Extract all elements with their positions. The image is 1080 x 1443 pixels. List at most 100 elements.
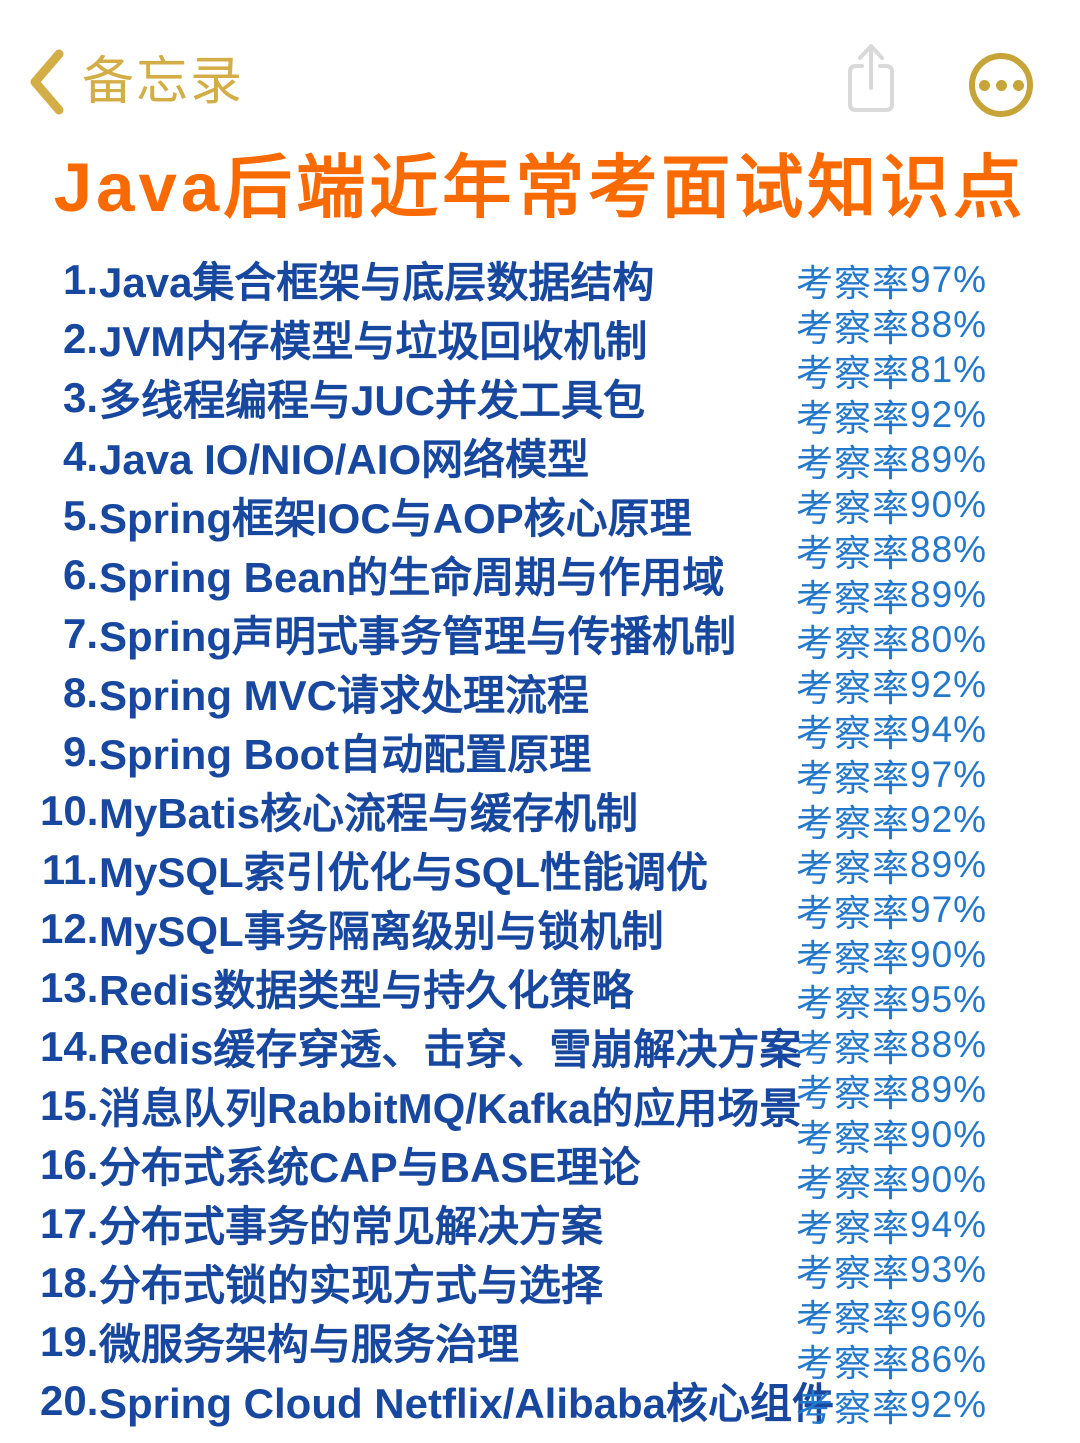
rates-list[interactable]: 考察率 97% 考察率 88% 考察率 81% 考察率 92% 考察率 89% 考察率 90… [796, 257, 988, 1429]
rate-label: 考察率 [796, 307, 910, 349]
topic-item: 19. 微服务架构与服务治理 [40, 1312, 834, 1371]
rate-label: 考察率 [796, 892, 910, 934]
topic-label: 分布式事务的常见解决方案 [99, 1203, 604, 1250]
topic-number: 11. [41, 845, 98, 893]
rate-item: 考察率 94% [796, 707, 988, 754]
rate-label: 考察率 [796, 1162, 910, 1204]
rate-item: 考察率 88% [796, 1022, 987, 1069]
topic-label: 微服务架构与服务治理 [99, 1321, 520, 1368]
rate-value: 80% [910, 618, 988, 660]
topic-item: 11. MySQL索引优化与SQL性能调优 [40, 840, 834, 899]
chevron-left-icon [30, 49, 64, 115]
topic-number: 14. [40, 1022, 99, 1070]
rate-value: 94% [910, 1203, 988, 1245]
topic-label: 分布式锁的实现方式与选择 [99, 1262, 604, 1309]
topic-item: 6. Spring Bean的生命周期与作用域 [40, 545, 834, 604]
rate-value: 97% [910, 753, 988, 795]
ellipsis-dot [1012, 79, 1024, 91]
topic-item: 3. 多线程编程与JUC并发工具包 [40, 368, 834, 427]
share-button[interactable] [843, 40, 899, 116]
topic-item: 16. 分布式系统CAP与BASE理论 [40, 1135, 834, 1194]
rate-item: 考察率 89% [796, 437, 988, 484]
rate-value: 92% [910, 393, 988, 435]
rate-label: 考察率 [796, 982, 910, 1024]
rate-label: 考察率 [796, 1297, 910, 1339]
topic-label: MySQL事务隔离级别与锁机制 [99, 908, 664, 955]
topic-label: Redis数据类型与持久化策略 [99, 967, 634, 1014]
rate-label: 考察率 [796, 802, 910, 844]
rate-item: 考察率 90% [796, 482, 988, 529]
topics-list[interactable]: 1. Java集合框架与底层数据结构 2. JVM内存模型与垃圾回收机制 3. … [40, 250, 834, 1430]
rate-value: 96% [910, 1293, 988, 1335]
topic-number: 16. [40, 1140, 99, 1188]
topic-label: 消息队列RabbitMQ/Kafka的应用场景 [99, 1085, 802, 1132]
rate-item: 考察率 92% [796, 662, 987, 709]
rate-item: 考察率 90% [796, 1157, 987, 1204]
rate-value: 89% [910, 573, 988, 615]
rate-label: 考察率 [796, 352, 910, 394]
topic-label: Spring MVC请求处理流程 [99, 672, 589, 719]
rate-item: 考察率 92% [796, 392, 988, 439]
topic-number: 6. [62, 550, 98, 598]
rate-item: 考察率 88% [796, 302, 988, 349]
topic-label: MyBatis核心流程与缓存机制 [99, 790, 639, 837]
topic-number: 19. [40, 1317, 99, 1365]
topic-number: 18. [40, 1258, 99, 1306]
topic-number: 13. [40, 963, 99, 1011]
rate-label: 考察率 [796, 577, 910, 619]
rate-item: 考察率 88% [796, 527, 987, 574]
rate-item: 考察率 92% [796, 1382, 987, 1429]
rate-value: 90% [910, 483, 988, 525]
rate-label: 考察率 [796, 847, 910, 889]
topic-item: 20. Spring Cloud Netflix/Alibaba核心组件 [40, 1371, 834, 1430]
back-button[interactable]: 备忘录 [28, 48, 244, 116]
topic-item: 7. Spring声明式事务管理与传播机制 [40, 604, 834, 663]
topic-item: 2. JVM内存模型与垃圾回收机制 [40, 309, 834, 368]
rate-label: 考察率 [796, 1342, 910, 1384]
rate-label: 考察率 [796, 667, 910, 709]
rate-value: 88% [910, 303, 988, 345]
rate-label: 考察率 [796, 532, 910, 574]
page-title: Java后端近年常考面试知识点 [53, 149, 1027, 226]
topic-item: 1. Java集合框架与底层数据结构 [40, 250, 834, 309]
topic-label: JVM内存模型与垃圾回收机制 [99, 318, 648, 365]
topic-number: 20. [40, 1376, 99, 1424]
topic-number: 9. [62, 727, 98, 775]
rate-item: 考察率 89% [796, 572, 988, 619]
topic-item: 18. 分布式锁的实现方式与选择 [40, 1253, 834, 1312]
topic-label: Java集合框架与底层数据结构 [99, 259, 655, 306]
rate-item: 考察率 93% [796, 1247, 987, 1294]
rate-label: 考察率 [796, 712, 910, 754]
rate-item: 考察率 90% [796, 932, 988, 979]
rate-label: 考察率 [796, 397, 910, 439]
rate-item: 考察率 80% [796, 617, 988, 664]
rate-label: 考察率 [796, 1387, 910, 1429]
rate-item: 考察率 96% [796, 1292, 988, 1339]
rate-item: 考察率 97% [796, 887, 987, 934]
rate-item: 考察率 86% [796, 1337, 987, 1384]
topic-label: 多线程编程与JUC并发工具包 [99, 377, 646, 424]
topic-number: 10. [40, 786, 99, 834]
rate-value: 95% [910, 978, 988, 1020]
topic-item: 4. Java IO/NIO/AIO网络模型 [40, 427, 834, 486]
rate-label: 考察率 [796, 1072, 910, 1114]
rate-value: 94% [910, 708, 988, 750]
topic-item: 13. Redis数据类型与持久化策略 [40, 958, 834, 1017]
topic-number: 7. [62, 609, 98, 657]
topic-label: Spring Boot自动配置原理 [99, 731, 592, 778]
rate-value: 90% [910, 933, 988, 975]
rate-value: 89% [910, 438, 988, 480]
rate-label: 考察率 [796, 1117, 910, 1159]
rate-item: 考察率 81% [796, 347, 987, 394]
rate-label: 考察率 [796, 757, 910, 799]
rate-item: 考察率 97% [796, 752, 988, 799]
more-button[interactable] [969, 53, 1033, 117]
topic-number: 8. [62, 668, 98, 716]
topic-item: 14. Redis缓存穿透、击穿、雪崩解决方案 [40, 1017, 834, 1076]
topic-label: Spring Cloud Netflix/Alibaba核心组件 [99, 1380, 835, 1427]
rate-label: 考察率 [796, 1207, 910, 1249]
topic-number: 5. [62, 491, 98, 539]
topic-label: Spring Bean的生命周期与作用域 [99, 554, 725, 601]
rate-value: 89% [910, 1068, 988, 1110]
